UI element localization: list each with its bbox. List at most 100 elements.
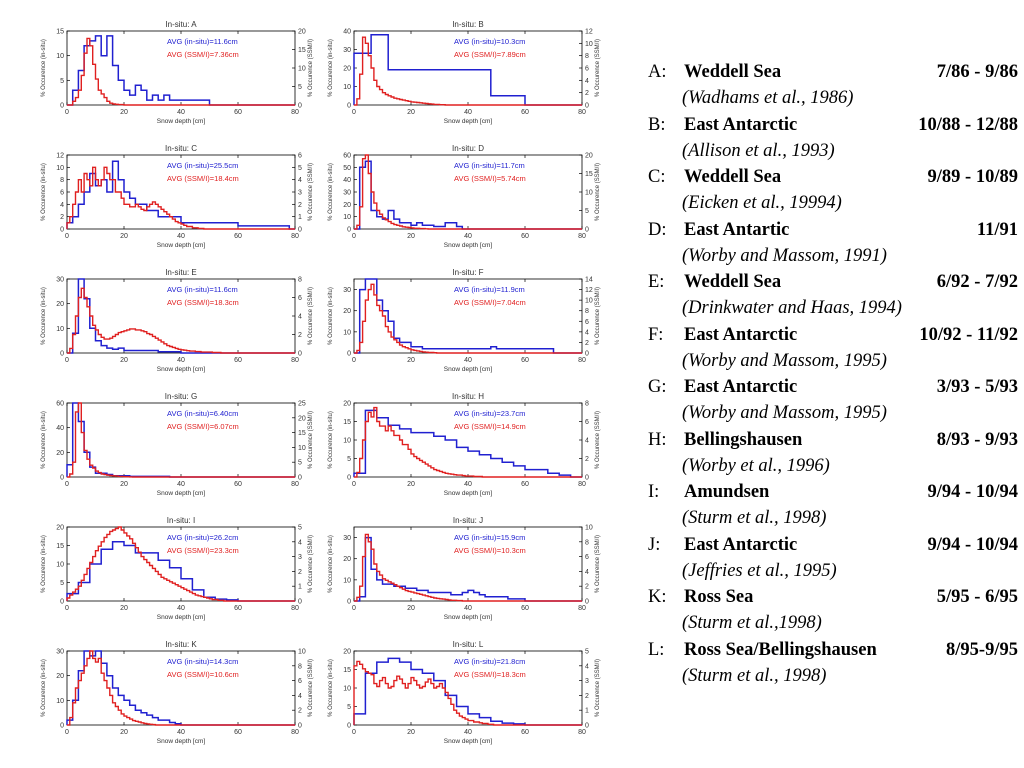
chart-panel-b: In-situ: B0 20 40 60 80010203040024681012Sno… bbox=[328, 20, 601, 125]
x-tick-label: 80 bbox=[578, 481, 586, 488]
y-right-tick-label: 15 bbox=[298, 47, 306, 54]
y-right-tick-label: 10 bbox=[298, 649, 306, 656]
x-tick-label: 40 bbox=[464, 481, 472, 488]
x-tick-label: 40 bbox=[177, 481, 185, 488]
avg-in-situ-label: AVG (in-situ)=26.2cm bbox=[167, 533, 238, 542]
y-left-tick-label: 12 bbox=[56, 153, 64, 160]
x-tick-label: 80 bbox=[291, 233, 299, 240]
y-right-tick-label: 4 bbox=[585, 78, 589, 85]
y-right-tick-label: 20 bbox=[298, 29, 306, 36]
x-tick-label: 60 bbox=[234, 233, 242, 240]
x-tick-label: 80 bbox=[578, 729, 586, 736]
avg-ssmi-label: AVG (SSM/I)=7.36cm bbox=[167, 50, 239, 59]
in-situ-histogram bbox=[67, 35, 295, 106]
x-tick-label: 20 bbox=[120, 729, 128, 736]
y-right-tick-label: 8 bbox=[585, 539, 589, 546]
legend-letter: H: bbox=[648, 429, 667, 450]
y-right-tick-label: 10 bbox=[585, 41, 593, 48]
y-left-tick-label: 15 bbox=[56, 543, 64, 550]
legend-reference: (Sturm et al.,1998) bbox=[682, 613, 822, 633]
y-left-tick-label: 10 bbox=[343, 214, 351, 221]
y-left-axis-label: % Occurence (in-situ) bbox=[328, 287, 334, 345]
y-right-axis-label: % Occurence (SSM/I) bbox=[308, 163, 314, 221]
y-right-tick-label: 15 bbox=[585, 171, 593, 178]
x-tick-label: 20 bbox=[407, 605, 415, 612]
y-left-tick-label: 0 bbox=[60, 351, 64, 358]
y-left-tick-label: 60 bbox=[343, 153, 351, 160]
y-right-tick-label: 6 bbox=[585, 319, 589, 326]
avg-ssmi-label: AVG (SSM/I)=18.4cm bbox=[167, 174, 239, 183]
legend-letter: I: bbox=[648, 482, 660, 502]
y-right-tick-label: 25 bbox=[298, 401, 306, 408]
avg-ssmi-label: AVG (SSM/I)=10.3cm bbox=[454, 546, 526, 555]
y-left-tick-label: 0 bbox=[60, 723, 64, 730]
y-right-tick-label: 5 bbox=[585, 649, 589, 656]
avg-ssmi-label: AVG (SSM/I)=7.89cm bbox=[454, 50, 526, 59]
y-right-tick-label: 1 bbox=[298, 584, 302, 591]
x-axis-label: Snow depth [cm] bbox=[157, 366, 206, 373]
legend-letter: D: bbox=[648, 219, 667, 240]
x-tick-label: 0 bbox=[352, 729, 356, 736]
y-right-tick-label: 0 bbox=[585, 599, 589, 606]
x-tick-label: 0 bbox=[65, 233, 69, 240]
y-right-tick-label: 10 bbox=[585, 298, 593, 305]
legend-letter: E: bbox=[648, 272, 665, 292]
ssmi-histogram bbox=[67, 402, 295, 478]
y-right-tick-label: 10 bbox=[585, 190, 593, 197]
y-right-tick-label: 4 bbox=[585, 663, 589, 670]
legend-region: Ross Sea/Bellingshausen bbox=[684, 639, 877, 660]
avg-in-situ-label: AVG (in-situ)=11.7cm bbox=[454, 161, 525, 170]
x-tick-label: 0 bbox=[352, 481, 356, 488]
x-tick-label: 20 bbox=[407, 357, 415, 364]
x-axis-label: Snow depth [cm] bbox=[444, 242, 493, 249]
y-left-tick-label: 30 bbox=[343, 287, 351, 294]
x-tick-label: 80 bbox=[578, 605, 586, 612]
y-right-tick-label: 10 bbox=[585, 525, 593, 532]
legend-entry-l: L: Ross Sea/Bellingshausen 8/95-9/95 (Stu… bbox=[640, 638, 1024, 691]
avg-ssmi-label: AVG (SSM/I)=23.3cm bbox=[167, 546, 239, 555]
y-left-tick-label: 6 bbox=[60, 190, 64, 197]
y-right-axis-label: % Occurence (SSM/I) bbox=[595, 163, 601, 221]
ssmi-histogram bbox=[67, 287, 295, 354]
y-right-axis-label: % Occurence (SSM/I) bbox=[595, 39, 601, 97]
legend-reference: (Worby et al., 1996) bbox=[682, 455, 830, 476]
in-situ-histogram bbox=[354, 278, 582, 354]
y-left-tick-label: 10 bbox=[56, 326, 64, 333]
y-right-tick-label: 8 bbox=[298, 277, 302, 284]
legend-entry-a: A: Weddell Sea 7/86 - 9/86 (Wadhams et al… bbox=[640, 60, 1024, 113]
legend-dates: 6/92 - 7/92 bbox=[936, 272, 1018, 292]
x-tick-label: 0 bbox=[65, 481, 69, 488]
chart-title: In-situ: J bbox=[453, 516, 483, 525]
y-right-tick-label: 2 bbox=[585, 693, 589, 700]
y-right-tick-label: 2 bbox=[298, 569, 302, 576]
legend-letter: K: bbox=[648, 587, 667, 607]
legend-entry-j: J: East Antarctic 9/94 - 10/94 (Jeffries … bbox=[640, 533, 1024, 586]
y-left-axis-label: % Occurence (in-situ) bbox=[41, 287, 47, 345]
x-tick-label: 80 bbox=[578, 357, 586, 364]
avg-in-situ-label: AVG (in-situ)=10.3cm bbox=[454, 37, 525, 46]
chart-title: In-situ: E bbox=[165, 268, 197, 277]
x-tick-label: 60 bbox=[521, 109, 529, 116]
x-tick-label: 80 bbox=[291, 357, 299, 364]
y-right-tick-label: 3 bbox=[298, 554, 302, 561]
legend-dates: 9/94 - 10/94 bbox=[927, 534, 1018, 555]
y-right-tick-label: 5 bbox=[298, 525, 302, 532]
legend-region: Bellingshausen bbox=[684, 429, 803, 450]
in-situ-histogram bbox=[66, 541, 295, 602]
x-tick-label: 40 bbox=[464, 605, 472, 612]
y-right-tick-label: 6 bbox=[298, 153, 302, 160]
chart-title: In-situ: L bbox=[453, 640, 484, 649]
legend-region: East Antartic bbox=[684, 219, 790, 240]
y-left-tick-label: 40 bbox=[343, 29, 351, 36]
y-right-tick-label: 10 bbox=[298, 445, 306, 452]
y-left-tick-label: 30 bbox=[343, 190, 351, 197]
x-axis-label: Snow depth [cm] bbox=[157, 490, 206, 497]
legend-region: East Antarctic bbox=[684, 114, 798, 135]
avg-in-situ-label: AVG (in-situ)=25.5cm bbox=[167, 161, 238, 170]
y-right-axis-label: % Occurence (SSM/I) bbox=[595, 411, 601, 469]
legend-region: Weddell Sea bbox=[684, 272, 782, 292]
y-left-tick-label: 40 bbox=[343, 177, 351, 184]
y-right-tick-label: 6 bbox=[585, 419, 589, 426]
